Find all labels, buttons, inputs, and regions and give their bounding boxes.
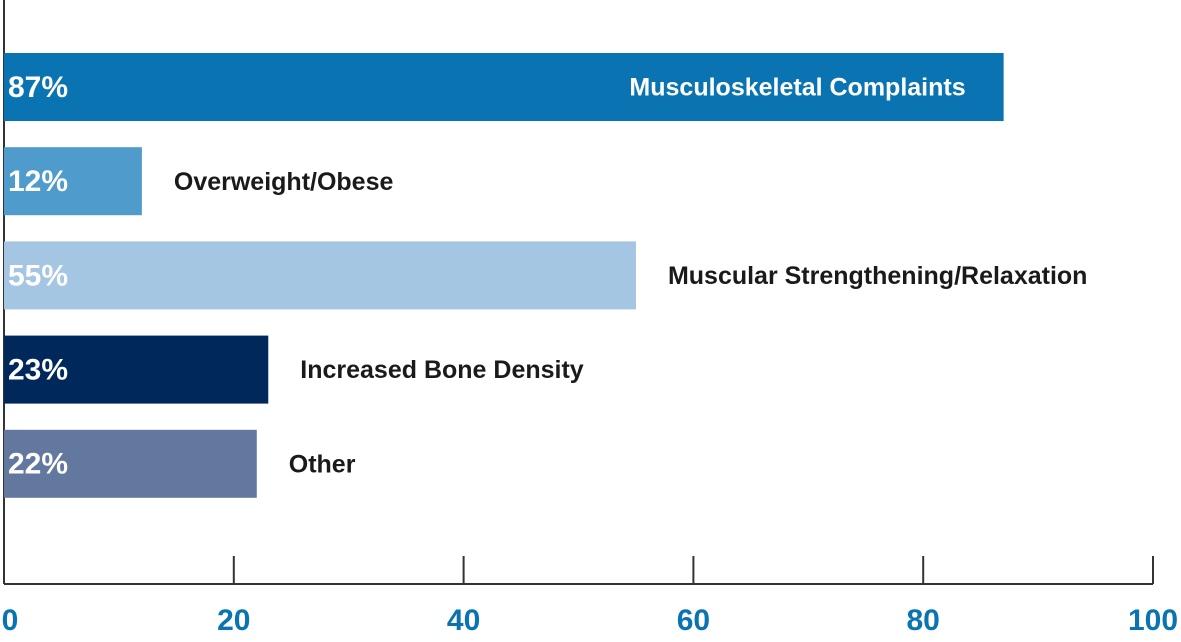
value-label: 87% <box>8 71 68 104</box>
value-label: 55% <box>8 259 68 292</box>
category-label: Overweight/Obese <box>174 168 394 196</box>
x-tick-label: 80 <box>907 604 940 637</box>
category-label: Other <box>289 450 356 478</box>
category-label: Muscular Strengthening/Relaxation <box>668 262 1088 290</box>
bar <box>4 241 636 310</box>
x-tick-label: 60 <box>677 604 710 637</box>
value-label: 22% <box>8 448 68 481</box>
category-label: Increased Bone Density <box>300 356 584 384</box>
value-label: 23% <box>8 354 68 387</box>
bar <box>4 429 257 498</box>
bar <box>4 53 1004 121</box>
x-tick-label: 20 <box>217 604 250 637</box>
x-tick-label: 0 <box>2 604 19 637</box>
bar <box>4 335 269 404</box>
x-tick-label: 100 <box>1128 604 1178 637</box>
x-tick-label: 40 <box>447 604 480 637</box>
bar <box>4 147 142 216</box>
category-label: Musculoskeletal Complaints <box>629 74 965 102</box>
value-label: 12% <box>8 165 68 198</box>
